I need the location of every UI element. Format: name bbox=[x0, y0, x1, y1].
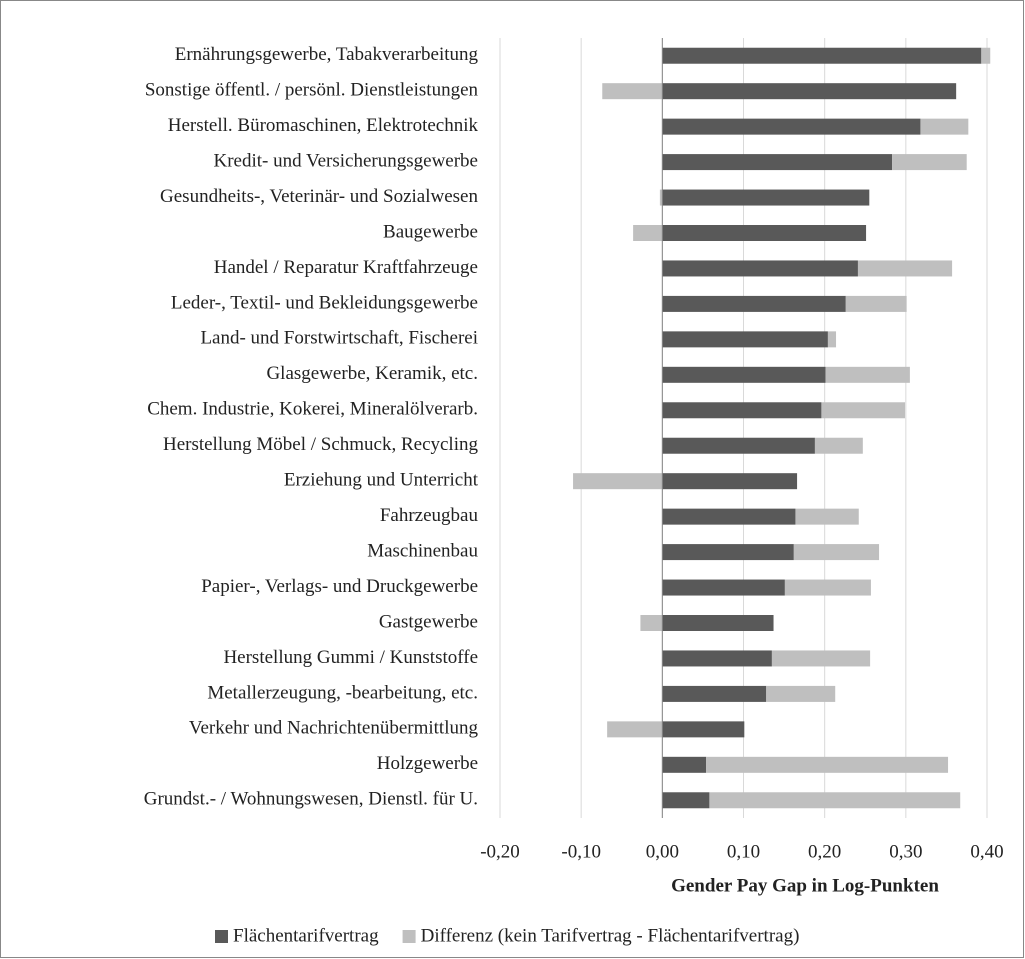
legend-swatch bbox=[215, 930, 228, 943]
bar bbox=[795, 508, 859, 525]
x-axis-title: Gender Pay Gap in Log-Punkten bbox=[671, 875, 939, 896]
bar bbox=[892, 154, 967, 171]
y-tick-label: Herstell. Büromaschinen, Elektrotechnik bbox=[168, 115, 479, 136]
bar bbox=[857, 260, 953, 277]
bar bbox=[662, 366, 826, 383]
y-tick-label: Land- und Forstwirtschaft, Fischerei bbox=[200, 328, 478, 349]
y-tick-label: Maschinenbau bbox=[367, 540, 478, 561]
legend-label: Flächentarifvertrag bbox=[233, 925, 379, 946]
bar bbox=[662, 83, 957, 100]
bar bbox=[662, 756, 707, 773]
y-tick-label: Erziehung und Unterricht bbox=[284, 470, 479, 491]
bar bbox=[607, 721, 663, 738]
x-tick-label: 0,30 bbox=[889, 841, 922, 862]
bar bbox=[706, 756, 949, 773]
x-tick-label: -0,10 bbox=[561, 841, 601, 862]
bar bbox=[662, 650, 772, 667]
y-tick-label: Kredit- und Versicherungsgewerbe bbox=[213, 150, 478, 171]
bar bbox=[793, 544, 880, 561]
bar bbox=[662, 473, 798, 490]
bar bbox=[662, 189, 870, 206]
y-tick-label: Chem. Industrie, Kokerei, Mineralölverar… bbox=[147, 399, 478, 420]
y-tick-label: Herstellung Möbel / Schmuck, Recycling bbox=[163, 434, 479, 455]
legend-label: Differenz (kein Tarifvertrag - Flächenta… bbox=[421, 925, 800, 946]
bar bbox=[662, 260, 858, 277]
bar bbox=[662, 615, 774, 631]
bar bbox=[920, 118, 969, 135]
y-tick-label: Papier-, Verlags- und Druckgewerbe bbox=[201, 576, 478, 597]
bar bbox=[814, 437, 863, 454]
bar bbox=[825, 366, 910, 383]
bar bbox=[662, 544, 794, 561]
bar bbox=[662, 225, 867, 241]
bar bbox=[602, 83, 663, 100]
bar bbox=[709, 792, 961, 809]
bar bbox=[659, 189, 663, 206]
y-tick-label: Metallerzeugung, -bearbeitung, etc. bbox=[207, 682, 478, 703]
y-tick-label: Herstellung Gummi / Kunststoffe bbox=[223, 647, 478, 668]
bar bbox=[771, 650, 871, 667]
bar bbox=[845, 295, 907, 312]
bar bbox=[662, 508, 796, 525]
y-tick-label: Baugewerbe bbox=[383, 221, 478, 242]
bar bbox=[981, 47, 991, 64]
y-tick-label: Sonstige öffentl. / persönl. Dienstleist… bbox=[145, 80, 479, 101]
bar bbox=[662, 579, 785, 596]
bar bbox=[821, 402, 906, 419]
bar bbox=[573, 473, 663, 490]
bar bbox=[662, 331, 828, 348]
bar bbox=[662, 47, 982, 64]
bar bbox=[827, 331, 837, 348]
bar bbox=[662, 402, 822, 419]
y-tick-label: Handel / Reparatur Kraftfahrzeuge bbox=[214, 257, 478, 278]
bar bbox=[662, 721, 745, 738]
y-tick-label: Holzgewerbe bbox=[377, 753, 478, 774]
bar bbox=[662, 154, 893, 171]
y-tick-label: Gesundheits-, Veterinär- und Sozialwesen bbox=[160, 186, 478, 207]
bar bbox=[766, 685, 836, 702]
bar bbox=[662, 118, 921, 135]
x-tick-label: 0,40 bbox=[970, 841, 1003, 862]
bar bbox=[662, 685, 767, 702]
x-tick-label: 0,10 bbox=[727, 841, 760, 862]
y-tick-label: Glasgewerbe, Keramik, etc. bbox=[266, 363, 478, 384]
legend-swatch bbox=[402, 930, 416, 943]
y-tick-label: Gastgewerbe bbox=[379, 611, 478, 632]
y-tick-label: Verkehr und Nachrichtenübermittlung bbox=[189, 718, 479, 739]
x-tick-label: -0,20 bbox=[480, 841, 520, 862]
y-tick-label: Grundst.- / Wohnungswesen, Dienstl. für … bbox=[144, 789, 478, 810]
bar bbox=[662, 437, 815, 454]
bar bbox=[662, 295, 846, 312]
x-tick-label: 0,00 bbox=[646, 841, 679, 862]
y-tick-label: Ernährungsgewerbe, Tabakverarbeitung bbox=[175, 44, 479, 65]
x-tick-label: 0,20 bbox=[808, 841, 841, 862]
bar bbox=[633, 225, 663, 241]
bar bbox=[662, 792, 710, 809]
bar bbox=[784, 579, 871, 596]
y-tick-label: Leder-, Textil- und Bekleidungsgewerbe bbox=[171, 292, 478, 313]
bar bbox=[640, 615, 663, 631]
y-tick-label: Fahrzeugbau bbox=[380, 505, 479, 526]
